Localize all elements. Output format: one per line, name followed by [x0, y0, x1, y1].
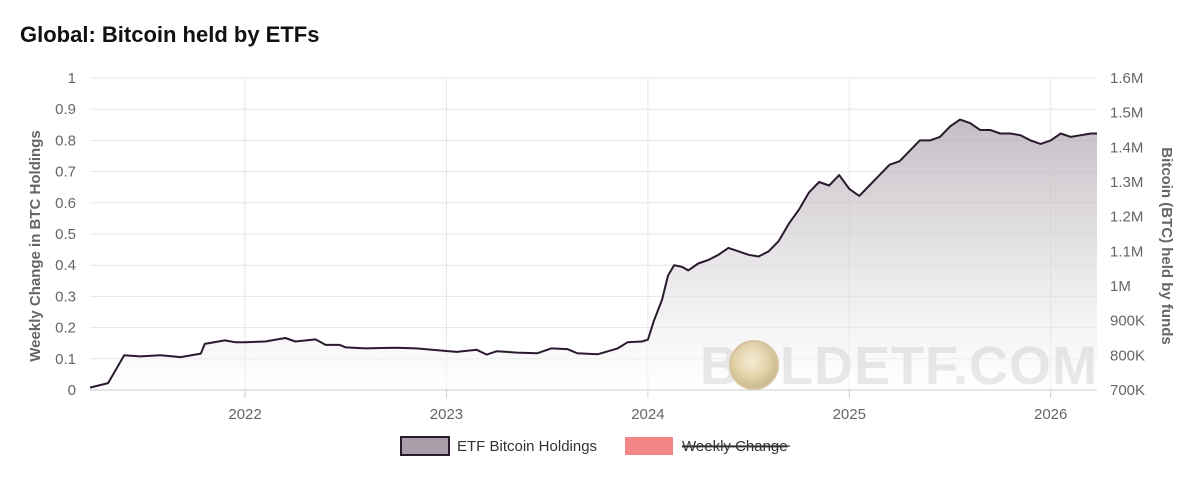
legend-label-etf-bitcoin-holdings[interactable]: ETF Bitcoin Holdings	[457, 438, 597, 455]
y-right-axis-title: Bitcoin (BTC) held by funds	[1158, 147, 1175, 344]
y-left-tick-label: 0	[68, 382, 76, 399]
x-tick-label: 2022	[228, 406, 261, 423]
y-right-tick-label: 700K	[1110, 382, 1145, 399]
y-right-tick-label: 1.4M	[1110, 139, 1143, 156]
x-tick-label: 2026	[1034, 406, 1067, 423]
y-left-tick-label: 0.1	[55, 351, 76, 368]
x-tick-label: 2025	[833, 406, 866, 423]
y-left-tick-label: 0.2	[55, 320, 76, 337]
y-left-tick-label: 0.6	[55, 195, 76, 212]
y-left-tick-label: 0.4	[55, 257, 76, 274]
y-left-tick-label: 0.7	[55, 164, 76, 181]
y-left-tick-label: 1	[68, 70, 76, 87]
y-left-tick-label: 0.5	[55, 226, 76, 243]
y-right-tick-label: 1.3M	[1110, 174, 1143, 191]
legend-layer: ETF Bitcoin Holdings Weekly Change	[400, 436, 790, 456]
axis-layer: 0 0.1 0.2 0.3 0.4 0.5 0.6 0.7 0.8 0.9 1 700K 800K 900…	[27, 70, 1175, 423]
y-left-tick-label: 0.9	[55, 101, 76, 118]
area-layer	[89, 118, 1097, 390]
x-tick-label: 2023	[430, 406, 463, 423]
y-right-tick-label: 1.5M	[1110, 105, 1143, 122]
series-area-etf-bitcoin-holdings	[90, 119, 1097, 390]
y-left-axis-title: Weekly Change in BTC Holdings	[27, 130, 44, 361]
legend-swatch-etf-bitcoin-holdings[interactable]	[400, 436, 450, 456]
chart-title: Global: Bitcoin held by ETFs	[20, 22, 320, 47]
y-right-tick-label: 900K	[1110, 313, 1145, 330]
y-left-tick-label: 0.8	[55, 132, 76, 149]
y-right-tick-label: 1.6M	[1110, 70, 1143, 87]
y-right-tick-label: 1.1M	[1110, 243, 1143, 260]
legend-swatch-weekly-change[interactable]	[625, 437, 673, 455]
y-right-tick-label: 1.2M	[1110, 209, 1143, 226]
y-right-tick-label: 800K	[1110, 347, 1145, 364]
series-line-etf-bitcoin-holdings	[89, 118, 1097, 389]
y-left-tick-label: 0.3	[55, 288, 76, 305]
y-right-tick-label: 1M	[1110, 278, 1131, 295]
x-tick-label: 2024	[631, 406, 664, 423]
